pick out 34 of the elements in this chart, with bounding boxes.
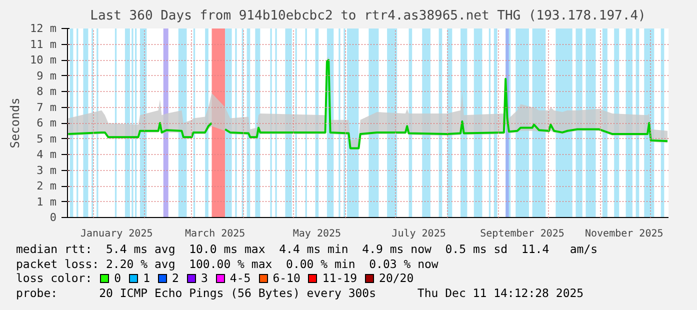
y-tick-label: 8 m (36, 85, 57, 98)
text: probe: 20 ICMP Echo Pings (56 Bytes) every 300s (16, 286, 376, 300)
text: packet loss: 2.20 % avg 100.00 % max 0.00 % min 0.03 % now (16, 256, 440, 271)
legend-label: 11-19 (322, 271, 358, 285)
y-axis-title: Seconds (8, 98, 22, 148)
y-tick-label: 11 m (30, 38, 57, 51)
legend-label: 2 (172, 271, 179, 285)
x-tick-label: September 2025 (480, 228, 564, 240)
y-tick-label: 1 m (36, 195, 57, 208)
x-tick-label: July 2025 (392, 228, 446, 240)
x-tick-label: January 2025 (80, 228, 153, 240)
legend-label: 3 (200, 271, 208, 285)
legend-label: 6-10 (272, 271, 300, 285)
y-tick-label: 12 m (30, 22, 57, 35)
legend-label: 20/20 (379, 271, 414, 285)
y-tick-label: 3 m (36, 164, 57, 177)
legend-label: 1 (143, 271, 150, 285)
legend-title: loss color: (16, 271, 92, 285)
x-tick-label: November 2025 (584, 228, 664, 240)
legend-label: 0 (114, 271, 122, 285)
x-tick-label: March 2025 (185, 228, 246, 240)
y-tick-label: 4 m (36, 148, 57, 161)
y-tick-label: 9 m (36, 69, 57, 82)
y-tick-label: 10 m (30, 54, 57, 66)
y-tick-label: 5 m (36, 132, 57, 146)
x-tick-label: May 2025 (292, 228, 342, 240)
text: Thu Dec 11 14:12:28 2025 (417, 286, 584, 300)
y-tick-label: 7 m (36, 100, 57, 114)
chart-title: Last 360 Days from 914b10ebcbc2 to rtr4.as38965.net THG (193.178.197.4) (90, 8, 646, 24)
legend-label: 4-5 (230, 271, 251, 285)
y-tick-label: 6 m (36, 116, 57, 130)
y-tick-label: 2 m (36, 180, 57, 192)
y-tick-label: 0 (50, 211, 56, 224)
text: median rtt: 5.4 ms avg 10.0 ms max 4.4 ms min 4.9 ms now 0.5 ms sd 11.4 am/s (16, 242, 598, 256)
